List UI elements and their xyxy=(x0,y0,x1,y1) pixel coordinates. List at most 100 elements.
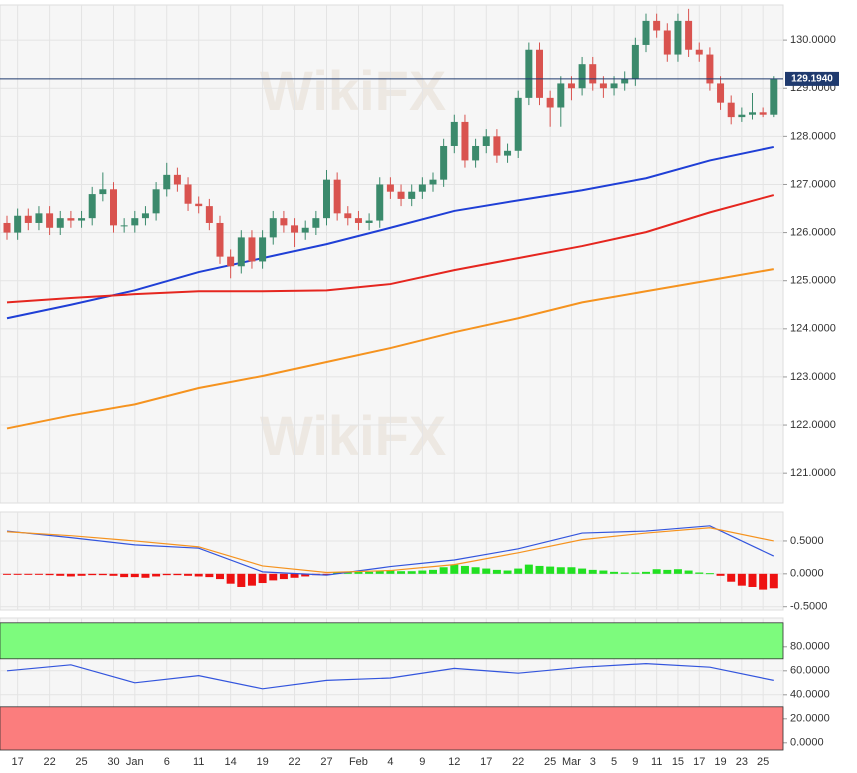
histogram-bar xyxy=(727,573,736,582)
histogram-bar xyxy=(109,573,118,576)
x-tick-label: Jan xyxy=(126,756,144,768)
candle-body xyxy=(120,225,128,227)
candle-body xyxy=(642,20,650,45)
candle-body xyxy=(578,64,586,89)
x-tick-label: 25 xyxy=(75,756,87,768)
x-tick-label: Mar xyxy=(562,756,581,768)
histogram-bar xyxy=(482,568,491,574)
y-tick-label: 80.0000 xyxy=(790,641,830,653)
candle-body xyxy=(567,83,575,89)
y-tick-label: 0.0000 xyxy=(790,568,824,580)
y-tick-label: 127.0000 xyxy=(790,178,836,190)
histogram-bar xyxy=(737,573,746,586)
candle-body xyxy=(269,218,277,238)
candle-body xyxy=(429,179,437,185)
histogram-bar xyxy=(514,568,523,574)
histogram-bar xyxy=(247,573,256,586)
x-tick-label: Feb xyxy=(349,756,368,768)
candle-body xyxy=(770,79,778,115)
candle-body xyxy=(99,189,107,195)
candle-body xyxy=(46,213,54,228)
candle-body xyxy=(216,222,224,257)
candle-body xyxy=(759,112,767,115)
y-tick-label: 122.0000 xyxy=(790,419,836,431)
histogram-bar xyxy=(705,573,714,575)
x-tick-label: 15 xyxy=(672,756,684,768)
histogram-bar xyxy=(173,573,182,576)
candle-body xyxy=(173,174,181,185)
histogram-bar xyxy=(460,565,469,574)
y-tick-label: 60.0000 xyxy=(790,665,830,677)
histogram-bar xyxy=(34,573,43,575)
candle-body xyxy=(717,83,725,103)
histogram-bar xyxy=(407,571,416,574)
candle-body xyxy=(482,136,490,146)
candle-body xyxy=(78,218,86,221)
x-tick-label: 17 xyxy=(480,756,492,768)
y-tick-label: 20.0000 xyxy=(790,713,830,725)
histogram-bar xyxy=(673,569,682,574)
histogram-bar xyxy=(77,573,86,576)
indicator-line xyxy=(6,194,775,304)
candle-body xyxy=(749,112,756,115)
histogram-bar xyxy=(599,570,608,574)
histogram-bar xyxy=(375,570,384,574)
histogram-bar xyxy=(439,567,448,574)
y-tick-label: 0.5000 xyxy=(790,535,824,547)
y-tick-label: -0.5000 xyxy=(790,601,827,613)
x-tick-label: 17 xyxy=(12,756,24,768)
candle-body xyxy=(631,44,639,79)
histogram-bar xyxy=(88,573,97,576)
candle-body xyxy=(365,220,373,223)
candle-body xyxy=(67,218,75,221)
candle-body xyxy=(706,54,714,84)
candle-body xyxy=(514,97,522,151)
candle-body xyxy=(259,237,267,262)
candle-body xyxy=(418,184,426,192)
histogram-bar xyxy=(237,573,246,587)
histogram-bar xyxy=(3,573,11,575)
histogram-bar xyxy=(503,570,512,574)
histogram-bar xyxy=(269,573,278,581)
histogram-bar xyxy=(567,567,576,574)
candle-body xyxy=(408,191,416,199)
histogram-bar xyxy=(290,573,299,578)
candle-body xyxy=(14,215,22,233)
candle-body xyxy=(333,179,341,214)
x-tick-label: 3 xyxy=(590,756,596,768)
histogram-bar xyxy=(578,568,587,574)
candle-body xyxy=(610,83,618,89)
candle-body xyxy=(280,218,288,226)
histogram-bar xyxy=(556,567,565,574)
histogram-bar xyxy=(546,566,555,574)
candle-body xyxy=(344,213,352,219)
histogram-bar xyxy=(130,573,139,578)
zone xyxy=(0,622,784,660)
y-tick-label: 124.0000 xyxy=(790,323,836,335)
y-tick-label: 123.0000 xyxy=(790,371,836,383)
histogram-bar xyxy=(24,573,33,575)
candle-body xyxy=(301,227,309,233)
candle-body xyxy=(24,215,32,223)
candle-body xyxy=(227,256,235,267)
y-tick-label: 121.0000 xyxy=(790,467,836,479)
candle-body xyxy=(56,218,64,228)
x-tick-label: 25 xyxy=(544,756,556,768)
candle-body xyxy=(237,237,245,267)
x-tick-label: 4 xyxy=(387,756,393,768)
macd-pane xyxy=(0,511,784,611)
histogram-bar xyxy=(397,571,406,574)
candle-body xyxy=(397,191,405,199)
candle-body xyxy=(695,49,703,55)
histogram-bar xyxy=(322,573,331,575)
x-tick-label: 11 xyxy=(193,756,204,768)
candle-body xyxy=(525,49,533,98)
histogram-bar xyxy=(162,573,171,576)
histogram-bar xyxy=(684,570,693,574)
candle-body xyxy=(376,184,384,221)
histogram-bar xyxy=(716,573,725,576)
candle-body xyxy=(546,97,554,108)
histogram-bar xyxy=(748,573,757,587)
candle-body xyxy=(504,150,512,156)
